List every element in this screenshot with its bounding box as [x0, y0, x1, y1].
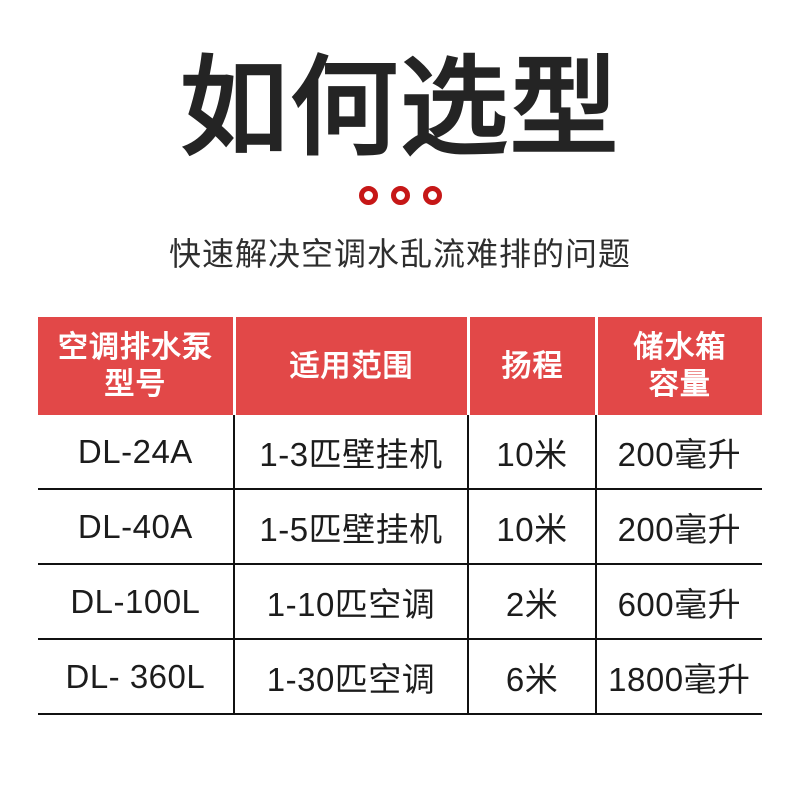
cell-model: DL- 360L	[65, 657, 206, 695]
table-header-row: 空调排水泵 型号 适用范围 扬程 储水箱 容量	[38, 317, 762, 416]
cell-range: 1-30匹空调	[232, 640, 468, 714]
cell-tank: 200毫升	[594, 490, 762, 564]
table-row: DL- 360L 1-30匹空调 6米 1800毫升	[38, 640, 762, 716]
cell-tank: 600毫升	[594, 565, 762, 639]
cell-model: DL-24A	[77, 432, 193, 470]
cell-lift: 2米	[467, 565, 594, 639]
cell-model: DL-40A	[77, 507, 193, 545]
column-header-range: 适用范围	[232, 317, 468, 416]
table-row: DL-100L 1-10匹空调 2米 600毫升	[38, 565, 762, 641]
cell-range: 1-3匹壁挂机	[232, 415, 468, 489]
page-subtitle: 快速解决空调水乱流难排的问题	[168, 236, 631, 273]
table-row: DL-40A 1-5匹壁挂机 10米 200毫升	[38, 490, 762, 566]
ring-dot-icon	[390, 185, 410, 205]
cell-lift: 6米	[467, 640, 594, 714]
column-header-lift: 扬程	[467, 317, 594, 416]
column-header-tank: 储水箱 容量	[594, 317, 762, 416]
cell-tank: 1800毫升	[594, 640, 762, 714]
spec-table: 空调排水泵 型号 适用范围 扬程 储水箱 容量 DL-24A 1-3匹壁挂机 1…	[38, 317, 762, 716]
cell-tank: 200毫升	[594, 415, 762, 489]
column-header-model: 空调排水泵 型号	[57, 330, 213, 402]
cell-range: 1-5匹壁挂机	[232, 490, 468, 564]
ring-dot-icon	[422, 185, 442, 205]
cell-model: DL-100L	[70, 582, 201, 620]
cell-range: 1-10匹空调	[232, 565, 468, 639]
ring-dot-icon	[358, 185, 378, 205]
cell-lift: 10米	[467, 415, 594, 489]
cell-lift: 10米	[467, 490, 594, 564]
divider-dots	[0, 185, 800, 205]
page-title: 如何选型	[179, 47, 620, 168]
table-row: DL-24A 1-3匹壁挂机 10米 200毫升	[38, 415, 762, 491]
